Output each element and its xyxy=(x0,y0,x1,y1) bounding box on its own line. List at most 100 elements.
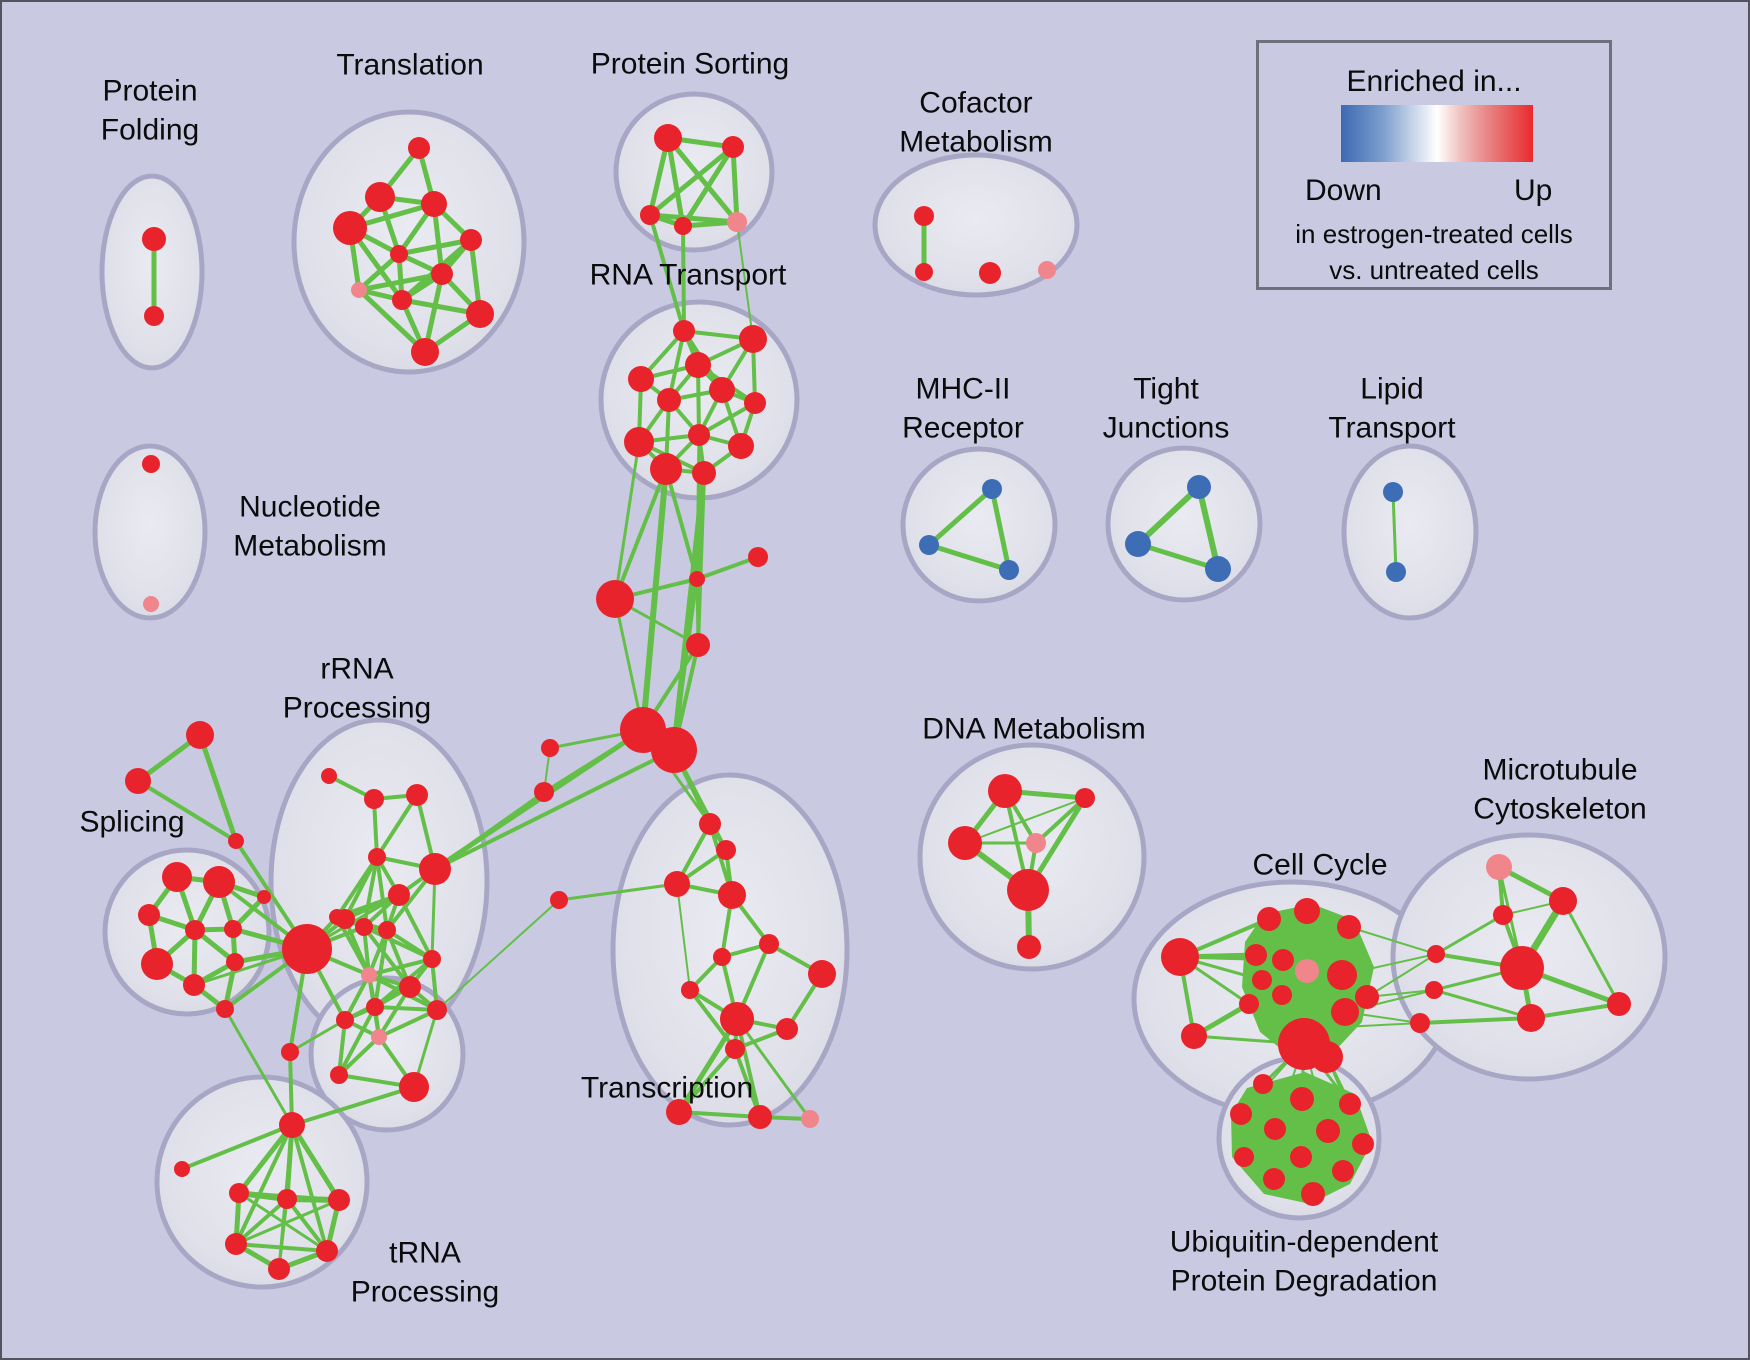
network-node[interactable] xyxy=(685,352,711,378)
network-node[interactable] xyxy=(1294,898,1320,924)
network-node[interactable] xyxy=(713,948,731,966)
network-node[interactable] xyxy=(1316,1119,1340,1143)
network-node[interactable] xyxy=(368,848,386,866)
network-node[interactable] xyxy=(1331,998,1359,1026)
network-node[interactable] xyxy=(919,535,939,555)
network-node[interactable] xyxy=(330,1066,348,1084)
network-node[interactable] xyxy=(1205,556,1231,582)
network-node[interactable] xyxy=(316,1240,338,1262)
network-node[interactable] xyxy=(1339,1093,1361,1115)
network-node[interactable] xyxy=(183,974,205,996)
network-node[interactable] xyxy=(673,320,695,342)
network-node[interactable] xyxy=(1245,944,1267,966)
network-node[interactable] xyxy=(1290,1087,1314,1111)
network-node[interactable] xyxy=(226,953,244,971)
network-node[interactable] xyxy=(744,392,766,414)
network-node[interactable] xyxy=(915,263,933,281)
network-node[interactable] xyxy=(1007,869,1049,911)
network-node[interactable] xyxy=(1517,1004,1545,1032)
network-node[interactable] xyxy=(1038,261,1056,279)
network-node[interactable] xyxy=(1075,788,1095,808)
network-node[interactable] xyxy=(1272,985,1292,1005)
network-node[interactable] xyxy=(431,263,453,285)
network-node[interactable] xyxy=(336,1011,354,1029)
network-node[interactable] xyxy=(329,909,345,925)
network-node[interactable] xyxy=(664,871,690,897)
network-node[interactable] xyxy=(1290,1146,1312,1168)
network-node[interactable] xyxy=(399,976,421,998)
network-node[interactable] xyxy=(388,884,410,906)
network-node[interactable] xyxy=(739,325,767,353)
network-node[interactable] xyxy=(988,774,1022,808)
network-node[interactable] xyxy=(1272,949,1294,971)
network-node[interactable] xyxy=(257,890,271,904)
network-node[interactable] xyxy=(1425,981,1443,999)
network-node[interactable] xyxy=(282,924,332,974)
network-node[interactable] xyxy=(674,217,692,235)
network-node[interactable] xyxy=(1383,482,1403,502)
network-node[interactable] xyxy=(650,453,682,485)
network-node[interactable] xyxy=(801,1110,819,1128)
network-node[interactable] xyxy=(722,136,744,158)
network-node[interactable] xyxy=(144,306,164,326)
network-node[interactable] xyxy=(390,245,408,263)
network-node[interactable] xyxy=(186,721,214,749)
network-node[interactable] xyxy=(125,768,151,794)
network-node[interactable] xyxy=(1327,960,1357,990)
network-node[interactable] xyxy=(1607,992,1631,1016)
network-node[interactable] xyxy=(748,1105,772,1129)
network-node[interactable] xyxy=(361,967,377,983)
network-node[interactable] xyxy=(399,1072,429,1102)
network-node[interactable] xyxy=(716,840,736,860)
network-node[interactable] xyxy=(365,182,395,212)
network-node[interactable] xyxy=(228,833,244,849)
network-node[interactable] xyxy=(759,934,779,954)
network-node[interactable] xyxy=(1264,1118,1286,1140)
network-node[interactable] xyxy=(1263,1168,1285,1190)
network-node[interactable] xyxy=(1493,905,1513,925)
network-node[interactable] xyxy=(1486,854,1512,880)
network-node[interactable] xyxy=(351,282,367,298)
network-node[interactable] xyxy=(1257,907,1281,931)
network-node[interactable] xyxy=(979,262,1001,284)
network-node[interactable] xyxy=(355,918,373,936)
network-node[interactable] xyxy=(466,300,494,328)
network-node[interactable] xyxy=(224,920,242,938)
network-node[interactable] xyxy=(720,1002,754,1036)
network-node[interactable] xyxy=(1427,945,1445,963)
network-node[interactable] xyxy=(321,768,337,784)
network-node[interactable] xyxy=(162,862,192,892)
network-node[interactable] xyxy=(692,461,716,485)
network-node[interactable] xyxy=(1301,1182,1325,1206)
network-node[interactable] xyxy=(229,1183,249,1203)
network-node[interactable] xyxy=(1337,915,1361,939)
network-node[interactable] xyxy=(419,853,451,885)
network-node[interactable] xyxy=(411,338,439,366)
network-node[interactable] xyxy=(596,580,634,618)
network-node[interactable] xyxy=(776,1018,798,1040)
network-node[interactable] xyxy=(225,1233,247,1255)
network-node[interactable] xyxy=(1239,994,1259,1014)
network-node[interactable] xyxy=(1252,970,1272,990)
network-node[interactable] xyxy=(1332,1160,1354,1182)
network-node[interactable] xyxy=(666,1099,692,1125)
network-node[interactable] xyxy=(1234,1147,1254,1167)
network-node[interactable] xyxy=(654,124,682,152)
network-node[interactable] xyxy=(699,813,721,835)
network-node[interactable] xyxy=(279,1112,305,1138)
network-node[interactable] xyxy=(333,211,367,245)
network-node[interactable] xyxy=(718,881,746,909)
network-node[interactable] xyxy=(268,1258,290,1280)
network-node[interactable] xyxy=(281,1043,299,1061)
network-node[interactable] xyxy=(408,137,430,159)
network-node[interactable] xyxy=(725,1039,745,1059)
network-node[interactable] xyxy=(366,998,384,1016)
network-node[interactable] xyxy=(1295,959,1319,983)
network-node[interactable] xyxy=(1386,562,1406,582)
network-node[interactable] xyxy=(534,782,554,802)
network-node[interactable] xyxy=(728,433,754,459)
network-node[interactable] xyxy=(948,826,982,860)
network-node[interactable] xyxy=(364,789,384,809)
network-node[interactable] xyxy=(1161,938,1199,976)
network-node[interactable] xyxy=(423,950,441,968)
